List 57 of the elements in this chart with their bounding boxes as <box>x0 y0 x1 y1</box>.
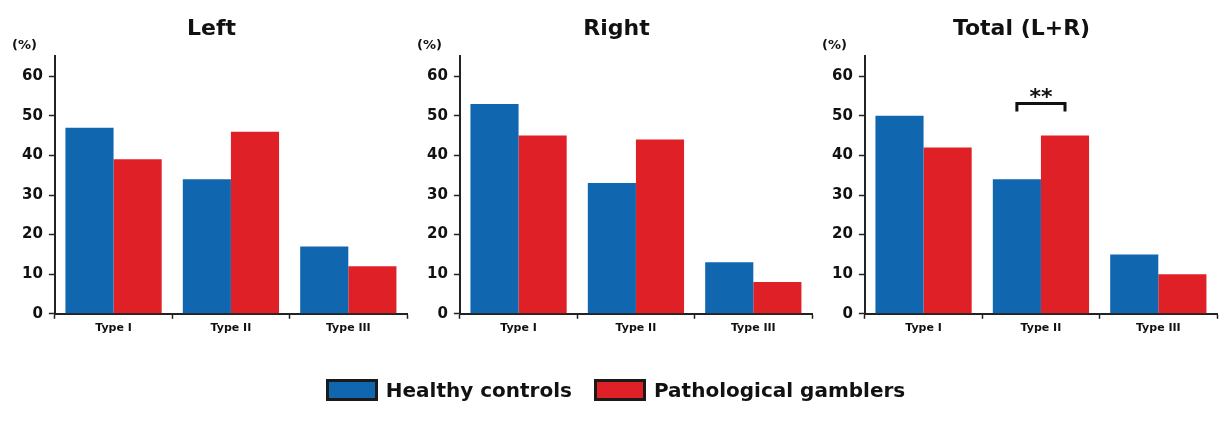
x-tick-label: Type I <box>500 321 537 335</box>
x-tick-label: Type III <box>730 321 776 335</box>
x-tick-label: Type III <box>1135 321 1181 335</box>
y-tick-label: 60 <box>832 66 853 85</box>
bar <box>518 135 567 314</box>
bar <box>1040 135 1090 314</box>
chart-title: Right <box>583 14 651 40</box>
x-tick-label: Type I <box>905 321 942 335</box>
bar <box>1158 274 1207 314</box>
annotation: ** <box>1029 84 1053 110</box>
y-tick-label: 0 <box>32 303 43 322</box>
x-tick-label: Type I <box>95 321 132 335</box>
y-axis-title: (%) <box>417 37 442 53</box>
y-tick-label: 50 <box>832 105 853 124</box>
y-tick-label: 20 <box>427 224 448 243</box>
legend-label: Pathological gamblers <box>653 378 906 402</box>
y-tick-label: 20 <box>832 224 853 243</box>
chart-title: Total (L+R) <box>952 14 1091 40</box>
bar <box>875 115 924 314</box>
bar <box>923 147 972 314</box>
bar <box>705 262 754 314</box>
x-tick-label: Type II <box>615 321 657 335</box>
y-tick-label: 60 <box>22 66 43 85</box>
bar <box>113 159 162 314</box>
bar <box>182 179 231 314</box>
y-tick-label: 40 <box>427 145 448 164</box>
y-axis-title: (%) <box>822 37 847 53</box>
y-tick-label: 40 <box>832 145 853 164</box>
y-tick-label: 60 <box>427 66 448 85</box>
bar <box>300 246 349 314</box>
y-tick-label: 30 <box>832 184 853 203</box>
y-tick-label: 20 <box>22 224 43 243</box>
bar <box>992 179 1041 314</box>
y-tick-label: 30 <box>22 184 43 203</box>
y-tick-label: 50 <box>22 105 43 124</box>
y-tick-label: 30 <box>427 184 448 203</box>
bar <box>1110 254 1159 314</box>
y-tick-label: 10 <box>427 264 448 283</box>
y-axis-title: (%) <box>12 37 37 53</box>
y-tick-label: 10 <box>22 264 43 283</box>
y-tick-label: 50 <box>427 105 448 124</box>
y-tick-label: 0 <box>437 303 448 322</box>
bar <box>230 131 280 314</box>
legend-label: Healthy controls <box>385 378 572 402</box>
y-tick-label: 10 <box>832 264 853 283</box>
bar <box>470 103 519 314</box>
x-tick-label: Type II <box>210 321 252 335</box>
y-tick-label: 0 <box>842 303 853 322</box>
y-tick-label: 40 <box>22 145 43 164</box>
bar <box>635 139 685 314</box>
bar <box>348 266 397 314</box>
chart-title: Left <box>186 14 237 40</box>
x-tick-label: Type III <box>325 321 371 335</box>
bar <box>65 127 114 314</box>
bar <box>753 282 802 314</box>
bar <box>587 183 636 314</box>
x-tick-label: Type II <box>1020 321 1062 335</box>
